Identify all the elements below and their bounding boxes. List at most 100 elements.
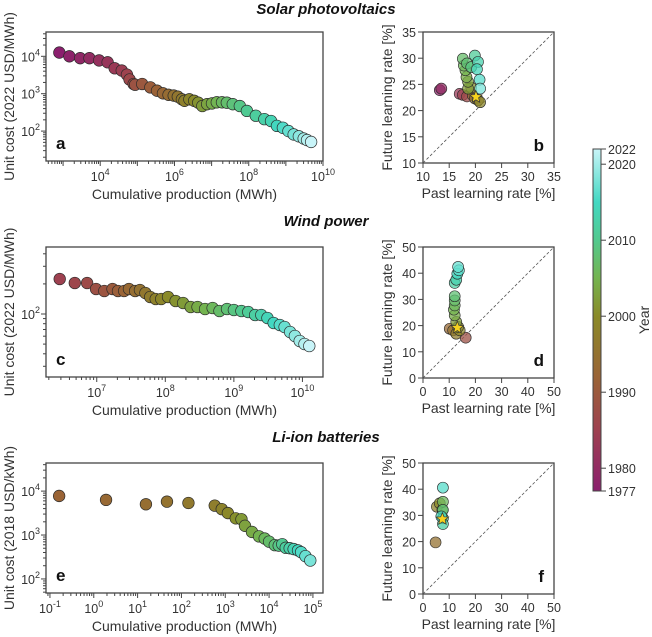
x-tick-label: 20 bbox=[468, 170, 482, 184]
y-tick-label: 50 bbox=[402, 457, 416, 471]
y-tick-label: 102 bbox=[21, 305, 40, 322]
data-point bbox=[452, 261, 464, 273]
x-tick-label: 0 bbox=[420, 385, 427, 399]
y-axis-label: Future learning rate [%] bbox=[379, 24, 395, 170]
identity-diagonal-line bbox=[422, 246, 555, 379]
section-title-wind: Wind power bbox=[284, 213, 370, 230]
data-point bbox=[68, 276, 81, 290]
y-tick-label: 10 bbox=[402, 346, 416, 360]
y-tick-label: 20 bbox=[402, 320, 416, 334]
y-tick-label: 30 bbox=[402, 509, 416, 523]
colorbar-tick-label: 2010 bbox=[608, 234, 636, 248]
data-point bbox=[139, 498, 153, 511]
x-axis-label: Cumulative production (MWh) bbox=[92, 402, 277, 418]
colorbar-bar bbox=[592, 148, 602, 492]
panel-label: d bbox=[534, 351, 544, 370]
x-tick-label: 15 bbox=[442, 170, 456, 184]
x-tick-label: 100 bbox=[84, 599, 103, 616]
y-tick-label: 35 bbox=[402, 26, 416, 40]
data-point bbox=[474, 82, 486, 95]
x-tick-label: 0 bbox=[420, 601, 427, 615]
panel-label: b bbox=[534, 136, 544, 155]
panel-label: a bbox=[56, 134, 66, 153]
y-axis-label: Unit cost (2022 USD/MWh) bbox=[1, 12, 17, 181]
y-axis-label: Future learning rate [%] bbox=[379, 239, 395, 385]
x-tick-label: 1010 bbox=[311, 167, 335, 184]
x-tick-label: 10 bbox=[442, 601, 456, 615]
y-tick-label: 0 bbox=[409, 372, 416, 386]
x-axis-label: Past learning rate [%] bbox=[422, 185, 556, 201]
x-tick-label: 10 bbox=[416, 170, 430, 184]
data-point bbox=[63, 50, 76, 63]
data-point bbox=[471, 63, 483, 76]
y-tick-label: 50 bbox=[402, 241, 416, 255]
y-axis-label: Unit cost (2022 USD/MWh) bbox=[1, 228, 17, 397]
data-point bbox=[304, 135, 318, 149]
x-tick-label: 1010 bbox=[290, 383, 314, 400]
x-axis-label: Cumulative production (MWh) bbox=[92, 618, 277, 634]
x-tick-label: 50 bbox=[547, 385, 561, 399]
y-tick-label: 104 bbox=[21, 482, 40, 499]
x-tick-label: 104 bbox=[91, 167, 110, 184]
y-tick-label: 30 bbox=[402, 293, 416, 307]
y-tick-label: 40 bbox=[402, 483, 416, 497]
identity-diagonal-line bbox=[422, 31, 555, 164]
y-tick-label: 10 bbox=[402, 562, 416, 576]
panel-d: 00 10 10 20 20 30 30 40 40 50 50 d Past learning rat… bbox=[379, 239, 561, 416]
data-point bbox=[435, 82, 448, 95]
panel-label: c bbox=[56, 350, 65, 369]
colorbar-tick-label: 2020 bbox=[608, 158, 636, 172]
y-tick-label: 102 bbox=[21, 570, 40, 587]
data-point bbox=[53, 272, 66, 286]
x-tick-label: 35 bbox=[547, 170, 561, 184]
x-tick-label: 30 bbox=[495, 601, 509, 615]
x-tick-label: 25 bbox=[495, 170, 509, 184]
x-tick-label: 108 bbox=[239, 167, 258, 184]
x-tick-label: 50 bbox=[547, 601, 561, 615]
x-axis-label: Cumulative production (MWh) bbox=[92, 186, 277, 202]
panel-a: 104 106 108 1010 102 103 104 a Cumulative produc… bbox=[1, 12, 335, 202]
data-point bbox=[303, 339, 316, 353]
x-tick-label: 107 bbox=[87, 383, 106, 400]
section-title-batteries: Li-ion batteries bbox=[272, 429, 380, 446]
x-tick-label: 30 bbox=[521, 170, 535, 184]
plot-frame bbox=[45, 462, 324, 594]
y-tick-label: 40 bbox=[402, 267, 416, 281]
colorbar-tick-label: 1977 bbox=[608, 485, 636, 499]
x-tick-label: 103 bbox=[216, 599, 235, 616]
y-tick-label: 30 bbox=[402, 52, 416, 66]
x-axis-label: Past learning rate [%] bbox=[422, 400, 556, 416]
y-tick-label: 10 bbox=[402, 157, 416, 171]
panel-label: f bbox=[538, 567, 544, 586]
data-point bbox=[437, 481, 449, 494]
x-tick-label: 108 bbox=[156, 383, 175, 400]
x-tick-label: 40 bbox=[521, 601, 535, 615]
panel-c: 107 108 109 1010 102 c Cumulative production (… bbox=[1, 228, 324, 418]
y-tick-label: 102 bbox=[21, 122, 40, 139]
x-tick-label: 109 bbox=[224, 383, 243, 400]
star-marker bbox=[435, 511, 450, 526]
data-point bbox=[99, 493, 113, 507]
y-tick-label: 20 bbox=[402, 105, 416, 119]
x-tick-label: 20 bbox=[468, 385, 482, 399]
data-point bbox=[52, 489, 66, 503]
star-marker bbox=[468, 89, 484, 103]
section-title-solar: Solar photovoltaics bbox=[256, 1, 395, 18]
x-tick-label: 101 bbox=[128, 599, 147, 616]
y-tick-label: 103 bbox=[21, 526, 40, 543]
y-tick-label: 15 bbox=[402, 131, 416, 145]
x-tick-label: 10 bbox=[442, 385, 456, 399]
y-axis-label: Future learning rate [%] bbox=[379, 455, 395, 601]
colorbar-tick-label: 2022 bbox=[608, 143, 636, 157]
colorbar-tick-label: 1990 bbox=[608, 386, 636, 400]
colorbar-label: Year bbox=[636, 306, 652, 335]
panel-f: 00 10 10 20 20 30 30 40 40 50 50 f Past learning rat… bbox=[379, 455, 561, 632]
x-tick-label: 104 bbox=[260, 599, 279, 616]
x-tick-label: 102 bbox=[172, 599, 191, 616]
y-tick-label: 20 bbox=[402, 536, 416, 550]
y-tick-label: 25 bbox=[402, 78, 416, 92]
x-tick-label: 20 bbox=[468, 601, 482, 615]
panel-b: 1010 15 15 20 20 25 25 30 30 35 35 b Past learning r… bbox=[379, 24, 561, 201]
x-tick-label: 30 bbox=[495, 385, 509, 399]
colorbar-tick-label: 1980 bbox=[608, 462, 636, 476]
